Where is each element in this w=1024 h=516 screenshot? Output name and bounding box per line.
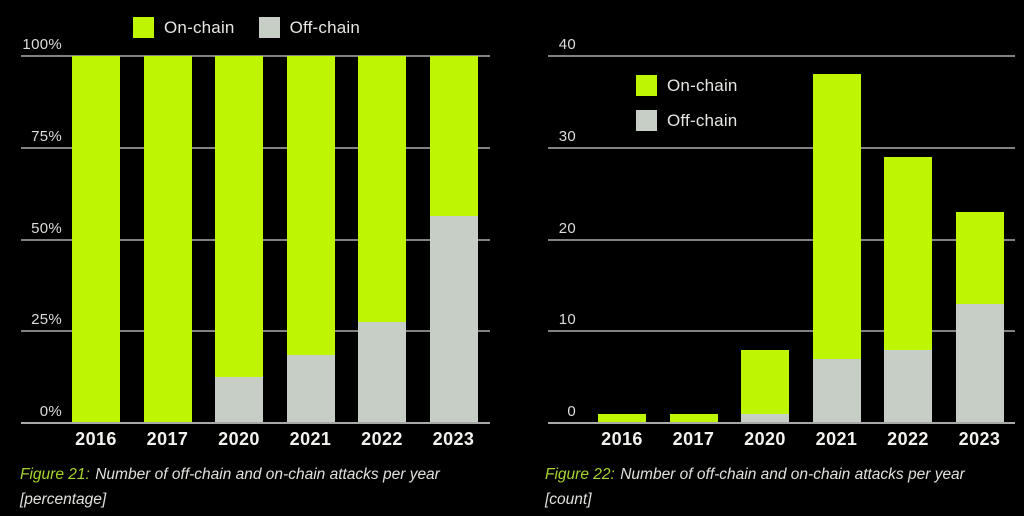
y-axis-tick-label: 10	[558, 311, 576, 329]
bar-segment-on-chain-2023	[429, 56, 478, 216]
bar-segment-off-chain-2020	[741, 413, 789, 423]
gridline-40	[548, 55, 1015, 57]
figure-caption-text: Number of off-chain and on-chain attacks…	[20, 466, 440, 508]
bar-segment-on-chain-2021	[812, 74, 861, 359]
bar-segment-on-chain-2022	[884, 156, 932, 350]
bar-segment-on-chain-2017	[143, 56, 192, 423]
legend-label-on-chain: On-chain	[667, 75, 738, 95]
figure-caption-number: Figure 22:	[545, 466, 615, 483]
bar-segment-off-chain-2022	[358, 321, 406, 423]
x-axis-year-label-2020: 2020	[218, 429, 260, 449]
figure-caption: Figure 22: Number of off-chain and on-cha…	[545, 462, 1007, 512]
chart-panel-count: On-chain Off-chain 0 10 20 30 40 2016 2017 2020…	[512, 0, 1024, 516]
bar-segment-on-chain-2017	[669, 413, 718, 423]
legend-item-off-chain: Off-chain	[636, 110, 738, 131]
x-axis-baseline	[548, 422, 1015, 424]
x-axis-year-label-2022: 2022	[361, 429, 403, 449]
y-axis-tick-label: 20	[558, 219, 576, 237]
bar-segment-off-chain-2022	[884, 349, 932, 423]
bar-segment-off-chain-2020	[215, 377, 263, 423]
bar-segment-on-chain-2020	[215, 56, 263, 378]
bar-segment-off-chain-2023	[955, 303, 1004, 423]
y-axis-tick-label: 25%	[31, 311, 62, 329]
bar-segment-on-chain-2016	[72, 56, 120, 423]
legend-label-off-chain: Off-chain	[289, 17, 361, 37]
bar-segment-on-chain-2022	[358, 56, 406, 322]
legend-percentage-chart: On-chain Off-chain	[133, 17, 360, 38]
y-axis-tick-label: 0%	[39, 403, 62, 420]
gridline-10	[548, 330, 1015, 333]
y-axis-tick-label: 0	[567, 403, 576, 420]
x-axis-year-label-2017: 2017	[146, 429, 189, 449]
legend-label-on-chain: On-chain	[164, 17, 235, 37]
x-axis-year-label-2021: 2021	[815, 429, 858, 449]
x-axis-year-label-2021: 2021	[289, 429, 332, 449]
on-chain-swatch-icon	[133, 17, 154, 38]
x-axis-year-label-2016: 2016	[601, 429, 643, 449]
figure-caption: Figure 21: Number of off-chain and on-cha…	[20, 462, 482, 512]
legend-item-on-chain: On-chain	[133, 17, 235, 38]
legend-label-off-chain: Off-chain	[667, 110, 738, 130]
legend-item-off-chain: Off-chain	[258, 17, 361, 38]
y-axis-tick-label: 30	[558, 127, 576, 145]
y-axis-tick-label: 75%	[31, 127, 62, 145]
bar-segment-on-chain-2021	[286, 56, 335, 356]
bar-segment-on-chain-2023	[955, 211, 1004, 304]
x-axis-year-label-2020: 2020	[744, 429, 786, 449]
plot-area-count: 0 10 20 30 40 2016 2017 2020 2021 2022 2023	[548, 36, 1015, 449]
figure-caption-text: Number of off-chain and on-chain attacks…	[545, 466, 965, 508]
legend-item-on-chain: On-chain	[636, 75, 738, 96]
x-axis-baseline	[21, 422, 490, 424]
bar-segment-on-chain-2016	[598, 413, 646, 423]
x-axis-year-label-2023: 2023	[958, 429, 1001, 449]
on-chain-swatch-icon	[636, 75, 657, 96]
y-axis-tick-label: 50%	[31, 219, 62, 237]
bar-segment-off-chain-2021	[812, 358, 861, 423]
x-axis-year-label-2017: 2017	[672, 429, 715, 449]
gridline-20	[548, 238, 1015, 241]
x-axis-year-label-2016: 2016	[75, 429, 117, 449]
figure-caption-number: Figure 21:	[20, 466, 90, 483]
plot-area-percentage: 0% 25% 50% 75% 100% 2016 2017 2020 2021 2022 2023	[21, 36, 490, 449]
bar-segment-on-chain-2020	[741, 349, 789, 414]
legend-count-chart: On-chain Off-chain	[636, 75, 738, 131]
chart-panel-percentage: On-chain Off-chain 0% 25% 50% 75% 100% 2016 20…	[20, 17, 490, 512]
y-axis-tick-label: 40	[558, 36, 576, 53]
gridline-30	[548, 146, 1015, 149]
y-axis-tick-label: 100%	[22, 36, 62, 53]
x-axis-year-label-2022: 2022	[887, 429, 929, 449]
bar-segment-off-chain-2023	[429, 215, 478, 423]
off-chain-swatch-icon	[258, 17, 280, 38]
x-axis-year-label-2023: 2023	[432, 429, 475, 449]
bar-segment-off-chain-2021	[286, 355, 335, 423]
off-chain-swatch-icon	[636, 110, 657, 131]
